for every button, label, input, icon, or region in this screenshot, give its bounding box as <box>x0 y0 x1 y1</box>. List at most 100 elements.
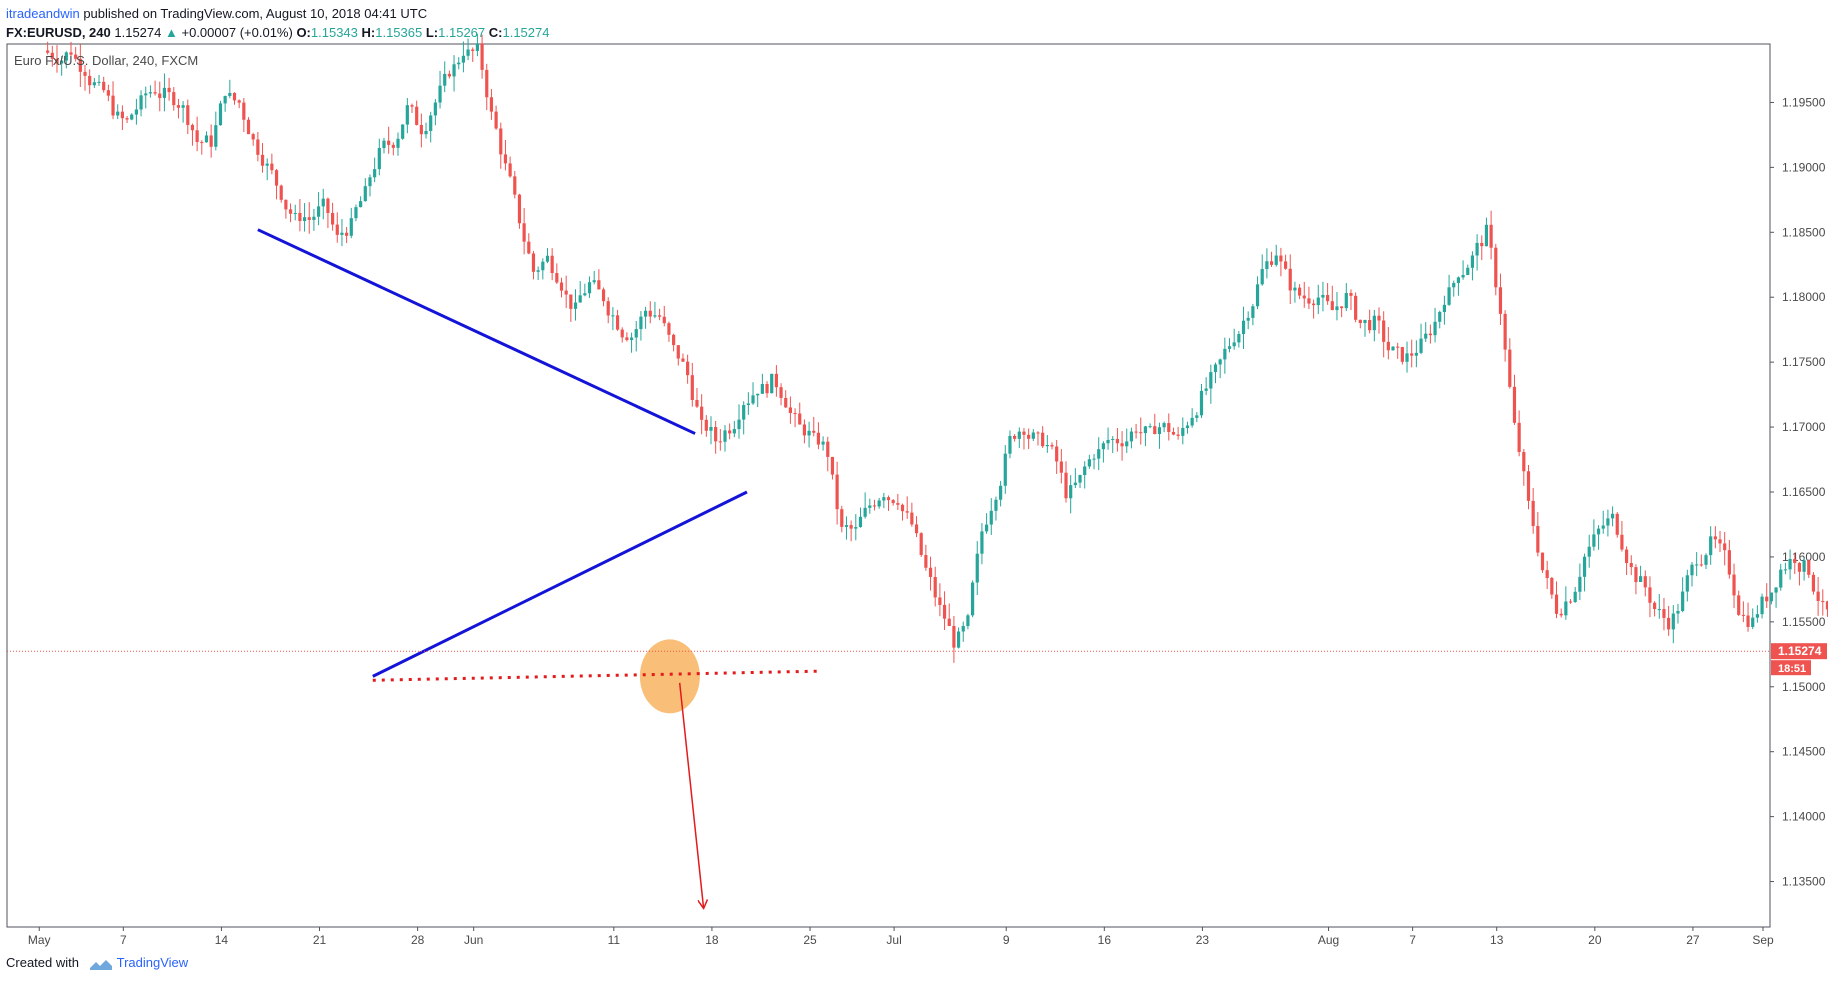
candle-body <box>1751 617 1755 627</box>
candle-body <box>690 375 694 401</box>
candle-body <box>1167 423 1171 433</box>
candle-body <box>877 500 881 507</box>
candle-body <box>1013 435 1017 439</box>
candle-body <box>513 176 517 195</box>
candle-body <box>1484 224 1489 247</box>
candle-body <box>672 334 676 346</box>
candle-body <box>812 430 816 433</box>
candle-body <box>1213 364 1218 373</box>
price-tick-label: 1.19000 <box>1782 160 1826 174</box>
high-label: H: <box>361 25 376 40</box>
candle-body <box>1653 602 1657 610</box>
candle-body <box>433 102 437 116</box>
candle-body <box>1615 513 1619 535</box>
candle-body <box>1582 556 1587 577</box>
candle-body <box>148 92 153 94</box>
candle-body <box>330 212 335 225</box>
candle-body <box>1288 268 1292 291</box>
candle-body <box>667 323 671 335</box>
candle-body <box>886 497 891 501</box>
candle-body <box>1391 346 1395 351</box>
candle-body <box>251 134 255 140</box>
candle-body <box>933 576 937 598</box>
candle-body <box>709 426 713 431</box>
candle-body <box>1568 601 1573 603</box>
candle-body <box>503 154 508 164</box>
time-tick-label: 27 <box>1686 933 1700 947</box>
publisher-link[interactable]: itradeandwin <box>6 6 80 21</box>
candle-body <box>1508 349 1512 387</box>
candle-body <box>1307 298 1311 304</box>
candle-body <box>1358 319 1362 324</box>
candle-body <box>569 294 573 309</box>
candle-body <box>1064 472 1068 499</box>
candle-body <box>1419 338 1423 353</box>
candle-body <box>1690 564 1694 576</box>
candle-body <box>1027 434 1031 439</box>
candle-body <box>522 223 526 242</box>
candle-body <box>1797 562 1802 572</box>
candle-body <box>1517 422 1521 453</box>
candle-body <box>1596 528 1601 535</box>
candle-body <box>349 218 353 236</box>
candle-body <box>1811 574 1816 592</box>
candle-body <box>1428 333 1432 336</box>
candle-body <box>1354 295 1358 320</box>
price-axis[interactable]: 1.19500 1.19000 1.18500 1.18000 1.17500 1.170… <box>1770 95 1826 889</box>
candle-body <box>1480 242 1484 247</box>
candle-body <box>821 441 825 445</box>
candle-body <box>1713 536 1717 540</box>
chart-header: itradeandwin published on TradingView.co… <box>6 4 549 42</box>
candle-body <box>756 393 760 396</box>
candle-body <box>1143 426 1148 434</box>
candle-body <box>919 533 923 556</box>
candle-body <box>288 209 293 214</box>
candle-body <box>662 316 666 324</box>
candle-body <box>1078 475 1082 483</box>
time-axis[interactable]: May 7 14 21 28 Jun 11 18 25 Jul 9 16 23 Aug 7 13 20 27 Sep <box>28 927 1774 947</box>
candle-body <box>429 115 433 131</box>
candle-body <box>494 111 498 129</box>
candle-body <box>1087 459 1091 467</box>
symbol-label[interactable]: FX:EURUSD, 240 <box>6 25 111 40</box>
candle-body <box>648 310 652 317</box>
candle-body <box>1199 390 1204 416</box>
candle-body <box>204 135 209 143</box>
candle-body <box>573 302 578 309</box>
candle-body <box>274 170 279 186</box>
candle-body <box>826 441 830 457</box>
candle-body <box>956 631 961 648</box>
trendline-support <box>372 669 818 682</box>
candle-body <box>1699 564 1703 566</box>
candle-body <box>1522 452 1526 472</box>
candle-body <box>1209 372 1213 389</box>
candle-body <box>471 49 475 51</box>
price-tick-label: 1.14500 <box>1782 745 1826 759</box>
candle-body <box>807 430 811 436</box>
candle-body <box>816 432 821 445</box>
candle-body <box>1363 320 1367 324</box>
trendline-upper <box>257 228 696 435</box>
candle-body <box>1433 321 1437 336</box>
candle-body <box>1475 242 1479 256</box>
candle-body <box>46 50 50 53</box>
candle-body <box>564 290 568 295</box>
candle-body <box>541 261 545 271</box>
time-tick-label: 23 <box>1196 933 1210 947</box>
candle-body <box>779 387 783 398</box>
candle-body <box>942 604 947 619</box>
candle-body <box>1802 560 1806 572</box>
candle-body <box>1396 346 1400 348</box>
candle-body <box>74 54 78 59</box>
candle-body <box>1662 609 1666 618</box>
candle-body <box>700 406 704 420</box>
candle-body <box>1106 439 1110 444</box>
drawings[interactable] <box>257 228 818 908</box>
time-tick-label: 21 <box>313 933 327 947</box>
last-price-line: 1.15274 18:51 <box>7 643 1827 676</box>
candle-body <box>1237 333 1241 343</box>
tradingview-brand-link[interactable]: TradingView <box>116 955 189 970</box>
candle-body <box>1368 320 1372 331</box>
